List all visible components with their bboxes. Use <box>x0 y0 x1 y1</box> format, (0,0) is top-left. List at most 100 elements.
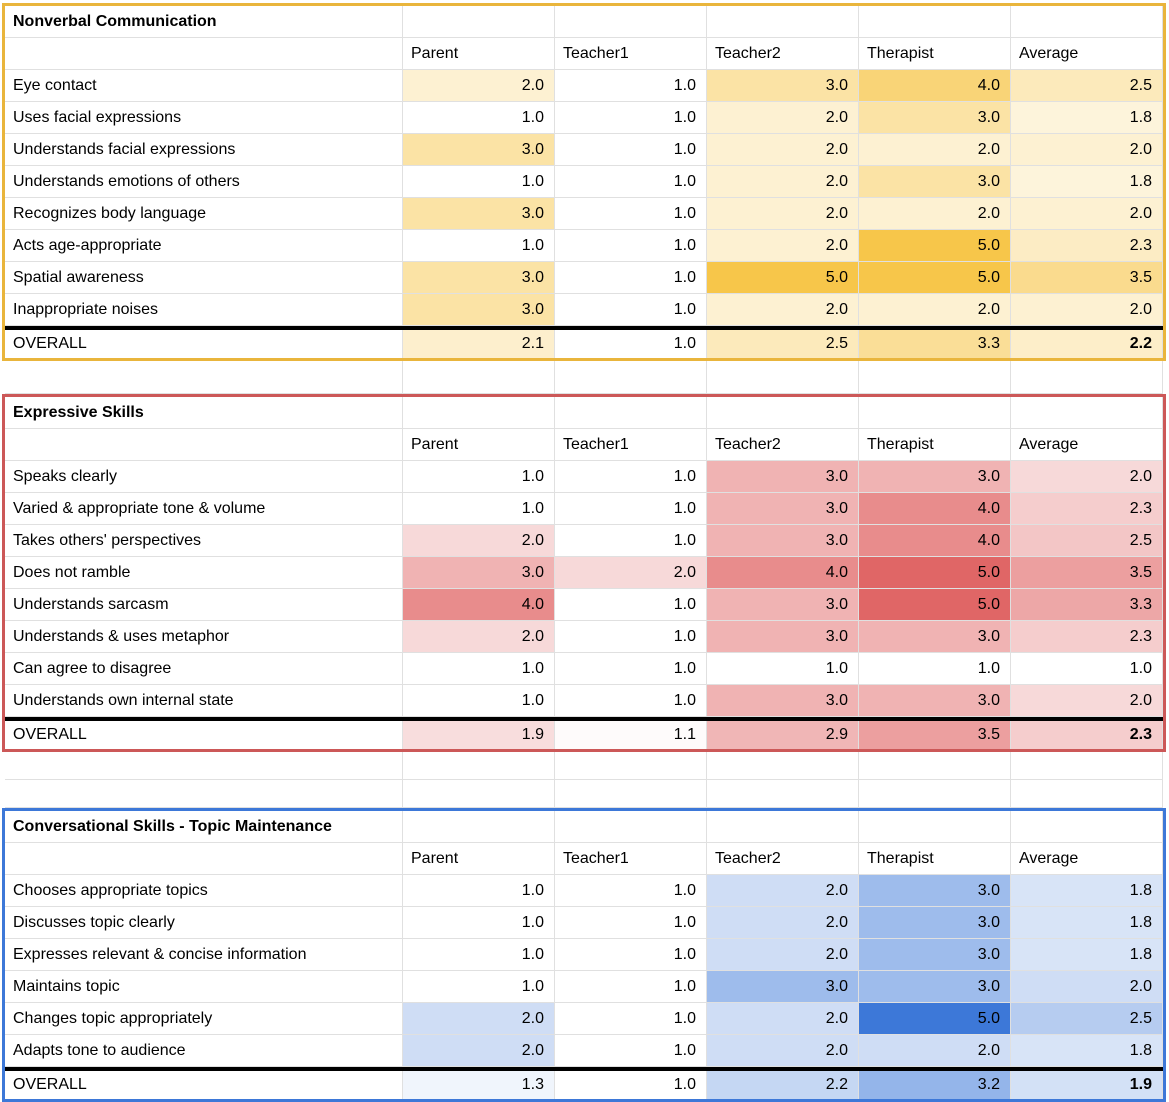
score-cell[interactable]: 4.0 <box>859 525 1011 557</box>
overall-score-cell[interactable]: 2.5 <box>707 330 859 358</box>
score-cell[interactable]: 2.0 <box>707 907 859 939</box>
column-header-cell[interactable]: Teacher2 <box>707 38 859 70</box>
score-cell[interactable]: 2.0 <box>707 230 859 262</box>
empty-cell[interactable] <box>707 361 859 394</box>
score-cell[interactable]: 3.0 <box>403 262 555 294</box>
score-cell[interactable]: 1.0 <box>555 166 707 198</box>
score-cell[interactable]: 2.0 <box>859 294 1011 326</box>
score-cell[interactable]: 3.0 <box>403 557 555 589</box>
score-cell[interactable]: 4.0 <box>707 557 859 589</box>
empty-cell[interactable] <box>5 843 403 875</box>
score-cell[interactable]: 3.0 <box>859 875 1011 907</box>
score-cell[interactable]: 5.0 <box>859 589 1011 621</box>
column-header-cell[interactable]: Parent <box>403 38 555 70</box>
score-cell[interactable]: 1.0 <box>555 102 707 134</box>
average-cell[interactable]: 1.8 <box>1011 102 1163 134</box>
empty-cell[interactable] <box>555 780 707 808</box>
score-cell[interactable]: 1.0 <box>555 907 707 939</box>
row-label-cell[interactable]: Does not ramble <box>5 557 403 589</box>
score-cell[interactable]: 3.0 <box>859 971 1011 1003</box>
average-cell[interactable]: 2.0 <box>1011 198 1163 230</box>
empty-cell[interactable] <box>403 752 555 780</box>
overall-label-cell[interactable]: OVERALL <box>5 330 403 358</box>
row-label-cell[interactable]: Maintains topic <box>5 971 403 1003</box>
score-cell[interactable]: 1.0 <box>555 262 707 294</box>
row-label-cell[interactable]: Understands & uses metaphor <box>5 621 403 653</box>
score-cell[interactable]: 1.0 <box>555 875 707 907</box>
score-cell[interactable]: 3.0 <box>403 198 555 230</box>
average-cell[interactable]: 2.0 <box>1011 971 1163 1003</box>
row-label-cell[interactable]: Takes others' perspectives <box>5 525 403 557</box>
overall-score-cell[interactable]: 3.2 <box>859 1071 1011 1099</box>
score-cell[interactable]: 3.0 <box>859 621 1011 653</box>
score-cell[interactable]: 3.0 <box>859 939 1011 971</box>
row-label-cell[interactable]: Inappropriate noises <box>5 294 403 326</box>
section-title-cell[interactable]: Conversational Skills - Topic Maintenanc… <box>5 811 403 843</box>
score-cell[interactable]: 3.0 <box>859 461 1011 493</box>
row-label-cell[interactable]: Can agree to disagree <box>5 653 403 685</box>
empty-cell[interactable] <box>859 752 1011 780</box>
score-cell[interactable]: 1.0 <box>403 875 555 907</box>
average-cell[interactable]: 3.3 <box>1011 589 1163 621</box>
score-cell[interactable]: 2.0 <box>707 198 859 230</box>
score-cell[interactable]: 3.0 <box>403 294 555 326</box>
average-cell[interactable]: 2.0 <box>1011 134 1163 166</box>
score-cell[interactable]: 3.0 <box>707 70 859 102</box>
score-cell[interactable]: 2.0 <box>707 1035 859 1067</box>
column-header-cell[interactable]: Average <box>1011 429 1163 461</box>
row-label-cell[interactable]: Expresses relevant & concise information <box>5 939 403 971</box>
average-cell[interactable]: 2.5 <box>1011 1003 1163 1035</box>
score-cell[interactable]: 3.0 <box>859 907 1011 939</box>
score-cell[interactable]: 1.0 <box>403 939 555 971</box>
score-cell[interactable]: 5.0 <box>859 1003 1011 1035</box>
empty-cell[interactable] <box>859 361 1011 394</box>
score-cell[interactable]: 2.0 <box>707 875 859 907</box>
score-cell[interactable]: 1.0 <box>707 653 859 685</box>
score-cell[interactable]: 1.0 <box>403 493 555 525</box>
row-label-cell[interactable]: Eye contact <box>5 70 403 102</box>
empty-cell[interactable] <box>555 811 707 843</box>
overall-score-cell[interactable]: 2.1 <box>403 330 555 358</box>
row-label-cell[interactable]: Changes topic appropriately <box>5 1003 403 1035</box>
empty-cell[interactable] <box>5 38 403 70</box>
empty-cell[interactable] <box>1011 811 1163 843</box>
overall-score-cell[interactable]: 2.3 <box>1011 721 1163 749</box>
empty-cell[interactable] <box>403 361 555 394</box>
score-cell[interactable]: 1.0 <box>555 493 707 525</box>
overall-score-cell[interactable]: 1.0 <box>555 1071 707 1099</box>
average-cell[interactable]: 3.5 <box>1011 557 1163 589</box>
score-cell[interactable]: 1.0 <box>555 939 707 971</box>
row-label-cell[interactable]: Spatial awareness <box>5 262 403 294</box>
overall-score-cell[interactable]: 1.3 <box>403 1071 555 1099</box>
score-cell[interactable]: 3.0 <box>707 621 859 653</box>
average-cell[interactable]: 2.3 <box>1011 493 1163 525</box>
score-cell[interactable]: 1.0 <box>555 621 707 653</box>
score-cell[interactable]: 2.0 <box>707 102 859 134</box>
empty-cell[interactable] <box>403 6 555 38</box>
empty-cell[interactable] <box>403 397 555 429</box>
column-header-cell[interactable]: Average <box>1011 843 1163 875</box>
score-cell[interactable]: 1.0 <box>555 653 707 685</box>
average-cell[interactable]: 3.5 <box>1011 262 1163 294</box>
score-cell[interactable]: 1.0 <box>403 907 555 939</box>
average-cell[interactable]: 1.8 <box>1011 939 1163 971</box>
score-cell[interactable]: 1.0 <box>555 461 707 493</box>
score-cell[interactable]: 1.0 <box>403 685 555 717</box>
score-cell[interactable]: 5.0 <box>859 557 1011 589</box>
score-cell[interactable]: 1.0 <box>555 685 707 717</box>
score-cell[interactable]: 5.0 <box>707 262 859 294</box>
score-cell[interactable]: 1.0 <box>555 1035 707 1067</box>
average-cell[interactable]: 2.0 <box>1011 294 1163 326</box>
score-cell[interactable]: 3.0 <box>707 525 859 557</box>
score-cell[interactable]: 2.0 <box>707 166 859 198</box>
empty-cell[interactable] <box>403 811 555 843</box>
score-cell[interactable]: 3.0 <box>707 589 859 621</box>
section-title-cell[interactable]: Nonverbal Communication <box>5 6 403 38</box>
score-cell[interactable]: 1.0 <box>859 653 1011 685</box>
row-label-cell[interactable]: Discusses topic clearly <box>5 907 403 939</box>
score-cell[interactable]: 3.0 <box>707 461 859 493</box>
column-header-cell[interactable]: Teacher1 <box>555 429 707 461</box>
score-cell[interactable]: 1.0 <box>555 589 707 621</box>
row-label-cell[interactable]: Recognizes body language <box>5 198 403 230</box>
column-header-cell[interactable]: Therapist <box>859 38 1011 70</box>
